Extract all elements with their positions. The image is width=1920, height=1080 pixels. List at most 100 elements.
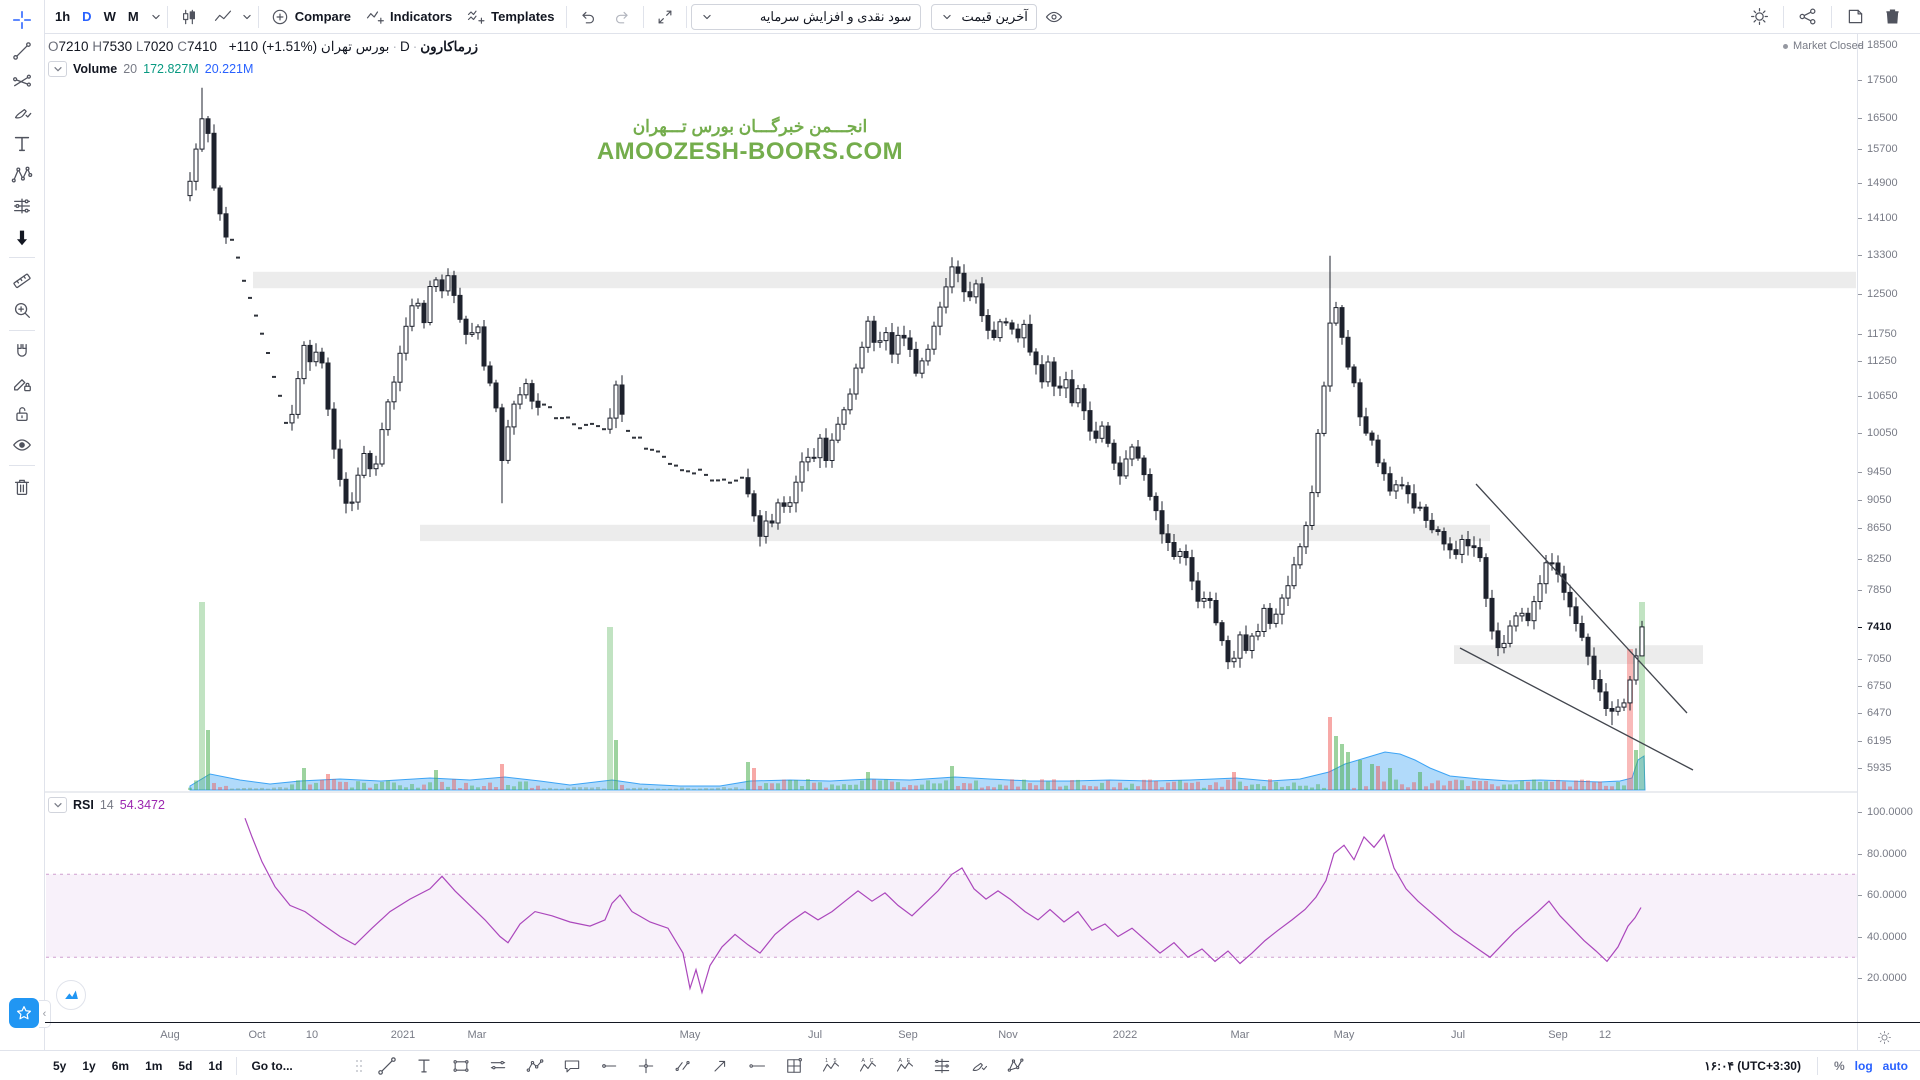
separator: [9, 465, 35, 466]
interval-button-d[interactable]: D: [82, 9, 92, 24]
favorites-star-button[interactable]: [9, 998, 39, 1028]
time-tick: 2022: [1112, 1029, 1138, 1041]
rsi-collapse-chevron[interactable]: [48, 797, 67, 813]
range-button-1d[interactable]: 1d: [208, 1059, 223, 1073]
sidebar-tool-horizontal-lines[interactable]: [5, 190, 39, 221]
price-tick: 6470: [1858, 707, 1891, 719]
bottom-tool-fib-box[interactable]: [776, 1053, 813, 1079]
interval-button-m[interactable]: M: [127, 9, 139, 24]
chevron-down-icon: [700, 10, 714, 24]
bottom-tool-brush-check[interactable]: [961, 1053, 998, 1079]
delete-trash-button[interactable]: [1875, 4, 1910, 30]
star-icon: [17, 1006, 31, 1020]
bottom-tool-trend-line[interactable]: [369, 1053, 406, 1079]
percent-scale-button[interactable]: %: [1833, 1059, 1845, 1073]
fullscreen-button[interactable]: [648, 4, 682, 30]
compare-button[interactable]: Compare: [263, 4, 358, 30]
chevron-down-icon[interactable]: [240, 10, 254, 24]
bottom-tool-trend-arrow[interactable]: [702, 1053, 739, 1079]
time-tick: Mar: [467, 1029, 487, 1041]
range-button-1y[interactable]: 1y: [82, 1059, 96, 1073]
sidebar-tool-crosshair[interactable]: [5, 4, 39, 35]
bottom-tool-ray[interactable]: [739, 1053, 776, 1079]
interval-button-1h[interactable]: 1h: [55, 9, 71, 24]
price-mode-dropdown[interactable]: آخرین قیمت: [930, 3, 1037, 30]
bottom-right-group: ۱۶:۰۴ (UTC+3:30) % log auto: [1704, 1057, 1920, 1075]
bottom-tool-parallel-lines[interactable]: [480, 1053, 517, 1079]
bottom-tool-fib-lines2[interactable]: [924, 1053, 961, 1079]
sidebar-tool-arrow-down[interactable]: [5, 221, 39, 252]
bottom-tool-polyline[interactable]: [517, 1053, 554, 1079]
drag-handle[interactable]: [349, 1058, 369, 1074]
chevron-down-icon[interactable]: [149, 10, 163, 24]
bottom-tool-xabcd-net[interactable]: [998, 1053, 1035, 1079]
indicators-button[interactable]: Indicators: [358, 4, 459, 30]
line-style-button[interactable]: [206, 4, 240, 30]
settings-gear-button[interactable]: [1742, 4, 1777, 30]
templates-button[interactable]: Templates: [459, 4, 561, 30]
toolbar-right-group: [1742, 4, 1920, 30]
goto-button[interactable]: Go to...: [251, 1059, 293, 1073]
bottom-tool-double-trend[interactable]: [665, 1053, 702, 1079]
eye-icon[interactable]: [1037, 4, 1071, 30]
price-tick: 10050: [1858, 427, 1898, 439]
clock[interactable]: ۱۶:۰۴ (UTC+3:30): [1704, 1059, 1801, 1073]
time-axis[interactable]: Aug Oct 10 2021 Mar May Jul Sep Nov 2022 Mar May Jul…: [45, 1023, 1858, 1050]
range-button-5y[interactable]: 5y: [53, 1059, 67, 1073]
sidebar-tool-xabcd-pattern[interactable]: [5, 159, 39, 190]
sidebar-tool-draw-lock[interactable]: [5, 367, 39, 398]
adjustments-dropdown[interactable]: سود نقدی و افزایش سرمایه: [690, 3, 921, 30]
price-axis[interactable]: 18500 17500 16500 15700 14900 14100 13300 12500…: [1858, 0, 1920, 1080]
bottom-tool-callout[interactable]: [554, 1053, 591, 1079]
sidebar-tool-lock[interactable]: [5, 398, 39, 429]
sidebar-tool-ruler[interactable]: [5, 263, 39, 294]
symbol-interval: D: [399, 39, 410, 54]
sidebar-tool-zoom-in[interactable]: [5, 294, 39, 325]
undo-button[interactable]: [571, 4, 605, 30]
brand-logo[interactable]: [56, 980, 86, 1010]
range-button-6m[interactable]: 6m: [111, 1059, 130, 1073]
symbol-legend[interactable]: زرماکارون·D·بورس تهران O7210 H7530 L7020…: [48, 39, 479, 54]
range-button-5d[interactable]: 5d: [178, 1059, 193, 1073]
interval-button-w[interactable]: W: [103, 9, 116, 24]
price-tick: 10650: [1858, 390, 1898, 402]
rsi-legend[interactable]: RSI 14 54.3472: [48, 797, 165, 813]
bottom-tool-text[interactable]: [406, 1053, 443, 1079]
bottom-tool-cross-line[interactable]: [628, 1053, 665, 1079]
sidebar-tool-text-tool[interactable]: [5, 128, 39, 159]
sidebar-tool-brush[interactable]: [5, 97, 39, 128]
volume-collapse-chevron[interactable]: [48, 61, 67, 77]
volume-ma-value: 20.221M: [204, 62, 254, 76]
symbol-name[interactable]: زرماکارون: [420, 39, 479, 54]
sidebar-tool-trash[interactable]: [5, 471, 39, 502]
time-tick: Nov: [998, 1029, 1018, 1041]
main-chart-canvas[interactable]: [45, 33, 1858, 1022]
range-button-1m[interactable]: 1m: [145, 1059, 163, 1073]
time-tick: 2021: [390, 1029, 416, 1041]
share-button[interactable]: [1790, 4, 1825, 30]
theme-sun-icon[interactable]: [1876, 1029, 1893, 1046]
sidebar-tool-eye[interactable]: [5, 429, 39, 460]
crosshair-icon: [12, 10, 32, 29]
auto-scale-button[interactable]: auto: [1882, 1059, 1908, 1073]
log-scale-button[interactable]: log: [1854, 1059, 1873, 1073]
redo-button[interactable]: [605, 4, 639, 30]
sidebar-tool-magnet[interactable]: [5, 336, 39, 367]
sidebar-tool-fib-cross[interactable]: [5, 66, 39, 97]
bottom-tool-horizontal-ray[interactable]: [591, 1053, 628, 1079]
snapshot-page-button[interactable]: [1838, 4, 1873, 30]
time-tick: Aug: [160, 1029, 180, 1041]
bottom-tool-rectangle[interactable]: [443, 1053, 480, 1079]
sidebar-tool-trend-line[interactable]: [5, 35, 39, 66]
volume-legend[interactable]: Volume 20 172.827M 20.221M: [48, 61, 253, 77]
volume-value: 172.827M: [143, 62, 199, 76]
sidebar-collapse-handle[interactable]: ‹: [39, 1000, 51, 1028]
candle-style-button[interactable]: [172, 4, 206, 30]
mountain-chart-icon: [64, 990, 78, 999]
price-tick: 12500: [1858, 288, 1898, 300]
